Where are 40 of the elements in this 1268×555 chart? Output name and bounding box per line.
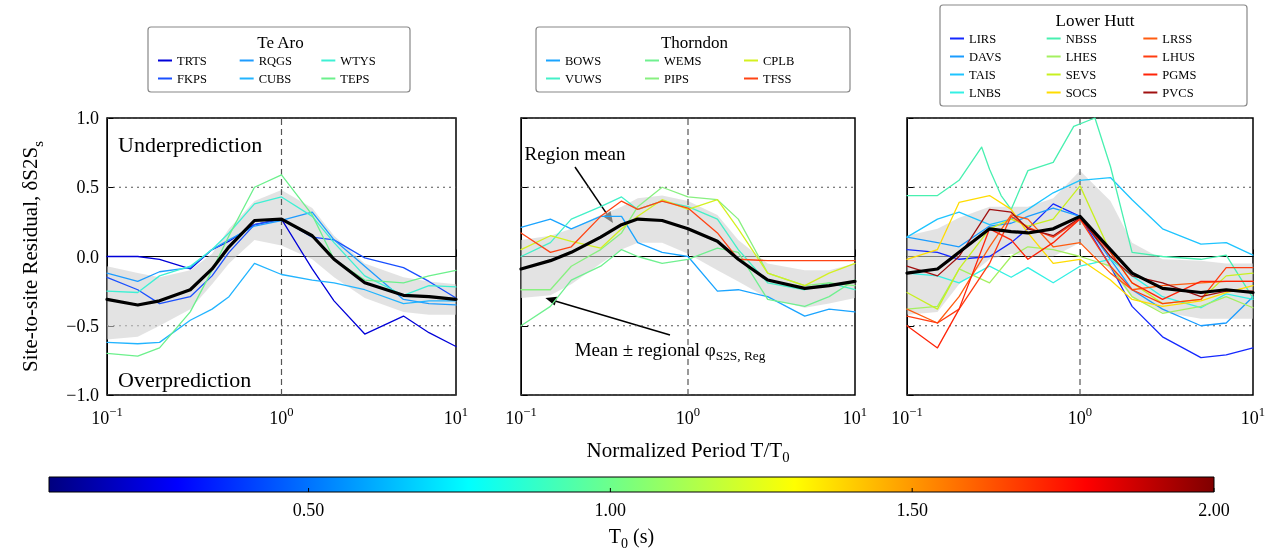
legend-label: PVCS — [1162, 85, 1194, 100]
legend-label: TFSS — [763, 71, 792, 86]
legend-label: LIRS — [969, 31, 997, 46]
y-tick-label: −0.5 — [66, 315, 99, 336]
legend-label: WTYS — [340, 53, 376, 68]
annotation: Overprediction — [118, 366, 252, 392]
legend-label: PGMS — [1162, 67, 1197, 82]
y-axis-title: Site-to-site Residual, δS2Ss — [18, 140, 46, 372]
color-bar-label: 2.00 — [1198, 499, 1230, 520]
annotation: Region mean — [524, 142, 626, 164]
legend-label: LHES — [1065, 49, 1097, 64]
y-tick-label: 1.0 — [76, 108, 99, 128]
legend-title: Te Aro — [257, 33, 304, 53]
color-bar-label: 0.50 — [292, 499, 325, 520]
legend-title: Thorndon — [660, 33, 729, 53]
color-bar-label: 1.00 — [594, 499, 627, 520]
legend-label: TRTS — [177, 53, 207, 68]
legend-label: SEVS — [1065, 67, 1097, 82]
legend-title: Lower Hutt — [1055, 11, 1135, 31]
color-bar-label: 1.50 — [896, 499, 928, 520]
legend-label: NBSS — [1065, 31, 1097, 46]
legend-label: LHUS — [1162, 49, 1196, 64]
legend-label: PIPS — [664, 71, 690, 86]
legend-label: VUWS — [565, 71, 602, 86]
legend-label: CUBS — [258, 71, 292, 86]
annotation: Underprediction — [118, 131, 263, 157]
legend-label: SOCS — [1065, 85, 1097, 100]
legend-label: DAVS — [969, 49, 1002, 64]
legend-label: LRSS — [1162, 31, 1193, 46]
legend-label: TEPS — [340, 71, 370, 86]
y-tick-label: 0.0 — [76, 246, 99, 267]
legend-label: BOWS — [565, 53, 602, 68]
legend-label: TAIS — [969, 67, 996, 82]
legend-label: CPLB — [763, 53, 795, 68]
y-tick-label: 0.5 — [76, 177, 99, 198]
legend-label: RQGS — [258, 53, 293, 68]
legend-label: FKPS — [177, 71, 207, 86]
y-tick-label: −1.0 — [66, 385, 99, 405]
legend-label: WEMS — [664, 53, 702, 68]
legend-label: LNBS — [969, 85, 1001, 100]
